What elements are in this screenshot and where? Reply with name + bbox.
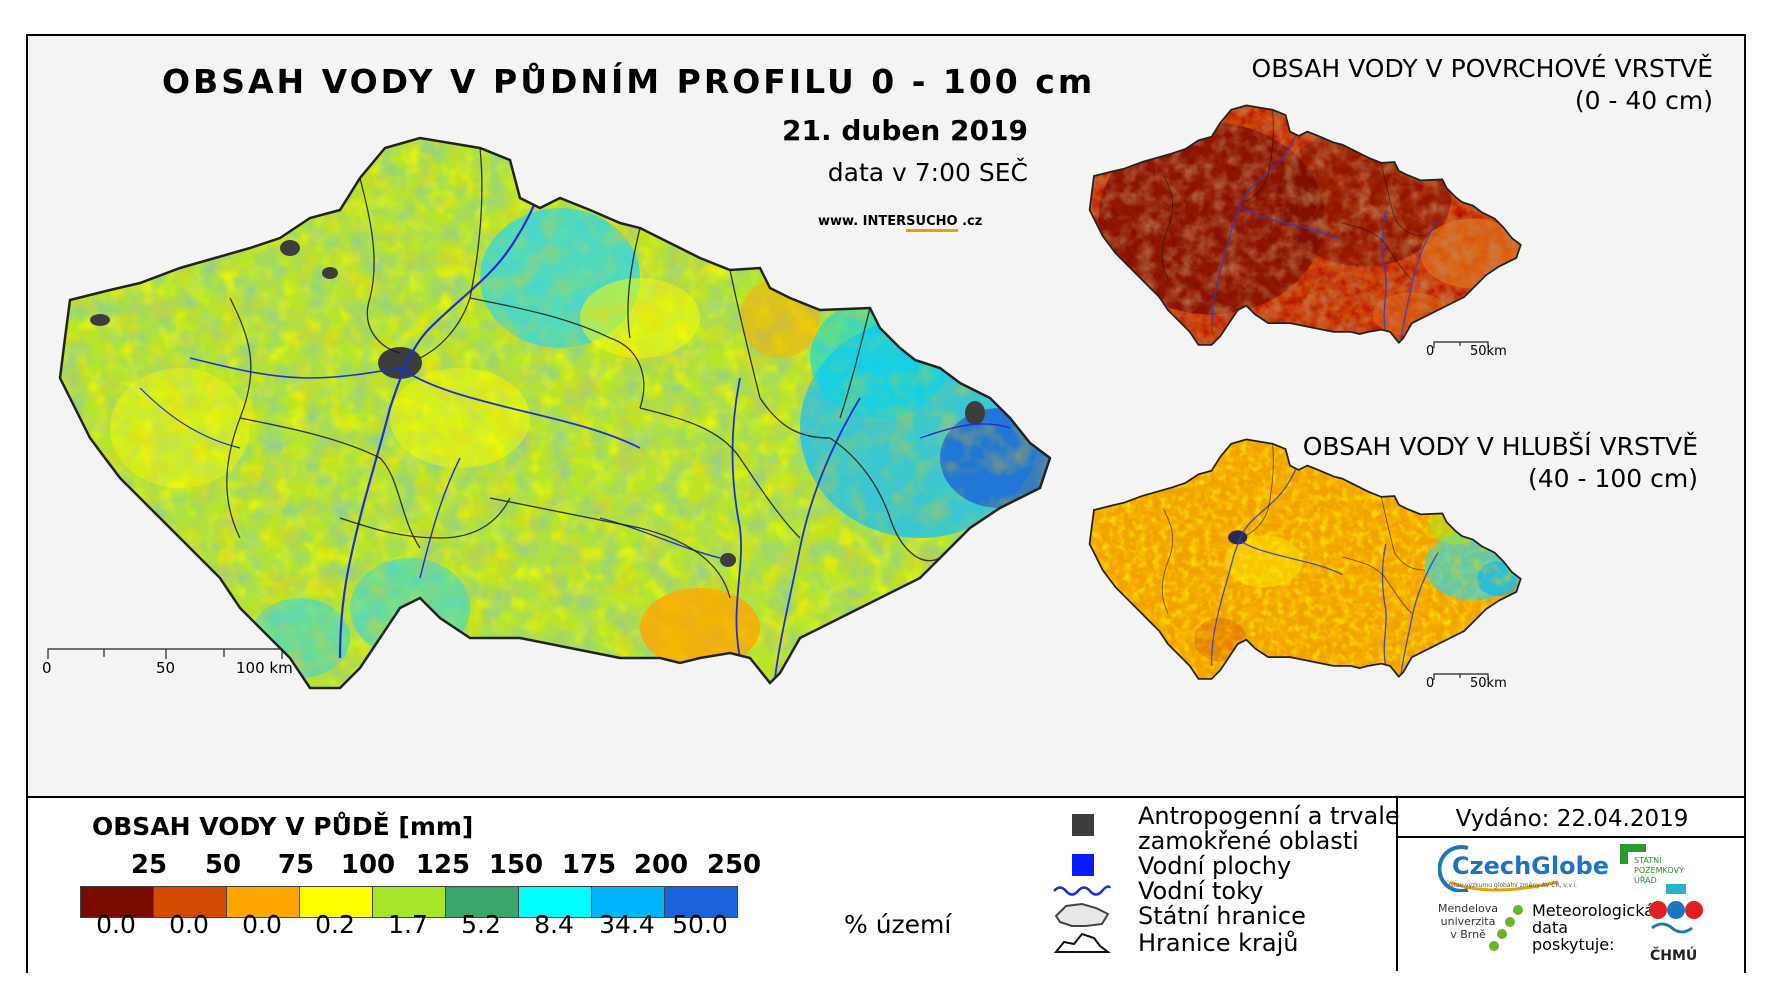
- surface-scale-bar: [1433, 341, 1489, 348]
- surface-scale-label-0: 0: [1426, 344, 1435, 359]
- surface-map-title: OBSAH VODY V POVRCHOVÉ VRSTVĚ: [1251, 54, 1713, 83]
- issuer-panel: Vydáno: 22.04.2019 CzechGlobe Ústav výzk…: [1396, 798, 1746, 971]
- legend-threshold-200: 200: [633, 850, 689, 880]
- issuer-divider: [1398, 836, 1746, 838]
- legend-threshold-100: 100: [340, 850, 396, 880]
- surface-map-range: (0 - 40 cm): [1574, 86, 1713, 115]
- key-rivers: Vodní toky: [1138, 877, 1264, 905]
- key-state-border: Státní hranice: [1138, 902, 1306, 930]
- main-soil-moisture-map: [58, 136, 1052, 690]
- legend-threshold-175: 175: [561, 850, 617, 880]
- legend-swatch-5: [372, 886, 446, 918]
- legend-threshold-75: 75: [277, 850, 315, 880]
- legend-swatch-9: [664, 886, 738, 918]
- chmu-logo-text: ČHMÚ: [1650, 948, 1698, 964]
- legend-threshold-25: 25: [130, 850, 168, 880]
- key-water-bodies: Vodní plochy: [1138, 852, 1292, 880]
- state-border-icon: [1054, 902, 1110, 927]
- legend-swatch-8: [591, 886, 665, 918]
- legend-percent-9: 50.0: [672, 910, 728, 939]
- legend-swatch-1: [80, 886, 154, 918]
- legend-threshold-50: 50: [204, 850, 242, 880]
- website-link[interactable]: www. INTERSUCHO .cz: [818, 214, 983, 232]
- website-brand-a: INTER: [862, 214, 907, 229]
- legend-swatch-3: [226, 886, 300, 918]
- legend-swatch-7: [518, 886, 592, 918]
- website-brand-b: SUCHO: [906, 214, 958, 232]
- spu-logo-text: STÁTNÍ POZEMKOVÝ ÚŘAD: [1634, 856, 1684, 885]
- legend-percent-6: 5.2: [461, 910, 501, 939]
- region-border-icon: [1053, 932, 1111, 953]
- legend-threshold-250: 250: [706, 850, 762, 880]
- anthropogenic-area-icon: [1072, 814, 1094, 836]
- legend-percent-4: 0.2: [315, 910, 355, 939]
- legend-panel: OBSAH VODY V PŮDĚ [mm] 25 50 75 100 125 …: [28, 796, 1746, 973]
- main-map-time: data v 7:00 SEČ: [827, 158, 1028, 187]
- key-region-border: Hranice krajů: [1138, 929, 1299, 957]
- legend-percent-5: 1.7: [388, 910, 428, 939]
- deep-scale-label-50: 50km: [1470, 676, 1507, 691]
- main-scale-label-100: 100 km: [236, 659, 293, 677]
- surface-layer-map: [1088, 104, 1522, 346]
- legend-percent-unit: % území: [844, 910, 952, 939]
- key-anthropogenic-line2: zamokřené oblasti: [1138, 827, 1359, 855]
- main-scale-label-0: 0: [42, 659, 52, 677]
- deep-map-title: OBSAH VODY V HLUBŠÍ VRSTVĚ: [1302, 432, 1698, 461]
- issued-date: Vydáno: 22.04.2019: [1455, 806, 1689, 832]
- deep-scale-bar: [1433, 673, 1489, 680]
- legend-percent-3: 0.0: [242, 910, 282, 939]
- legend-swatch-2: [153, 886, 227, 918]
- deep-layer-map: [1088, 438, 1522, 680]
- czechglobe-logo-text: CzechGlobe: [1452, 852, 1610, 880]
- chmu-logo-icon: [1649, 884, 1703, 934]
- legend-percent-8: 34.4: [599, 910, 655, 939]
- legend-title: OBSAH VODY V PŮDĚ [mm]: [92, 812, 474, 841]
- deep-map-range: (40 - 100 cm): [1528, 464, 1698, 493]
- main-scale-bar: [47, 648, 283, 659]
- legend-percent-7: 8.4: [534, 910, 574, 939]
- water-body-icon: [1072, 854, 1094, 876]
- mendel-logo-icon: [1489, 905, 1523, 951]
- legend-percent-1: 0.0: [96, 910, 136, 939]
- legend-swatch-6: [445, 886, 519, 918]
- website-prefix: www.: [818, 214, 859, 229]
- surface-scale-label-50: 50km: [1470, 344, 1507, 359]
- main-map-title: OBSAH VODY V PŮDNÍM PROFILU 0 - 100 cm: [162, 62, 1096, 101]
- deep-scale-label-0: 0: [1426, 676, 1435, 691]
- main-map-date: 21. duben 2019: [782, 114, 1028, 147]
- spu-logo-icon: [1620, 844, 1646, 864]
- legend-percent-2: 0.0: [169, 910, 209, 939]
- map-sheet: 0 50 100 km OBSAH VODY V PŮDNÍM PROFILU …: [26, 34, 1746, 973]
- czechglobe-logo-subtitle: Ústav výzkumu globální změny AV ČR, v.v.…: [1446, 882, 1577, 889]
- mendel-logo-text: Mendelova univerzita v Brně: [1438, 902, 1499, 941]
- map-area: 0 50 100 km OBSAH VODY V PŮDNÍM PROFILU …: [28, 36, 1744, 796]
- website-suffix: .cz: [962, 214, 983, 229]
- legend-swatch-4: [299, 886, 373, 918]
- czechglobe-logo-icon: [1438, 845, 1559, 892]
- key-anthropogenic-line1: Antropogenní a trvale: [1138, 802, 1400, 830]
- river-line-icon: [1053, 885, 1112, 896]
- legend-threshold-150: 150: [488, 850, 544, 880]
- meteo-data-provider-text: Meteorologická data poskytuje:: [1532, 901, 1654, 954]
- legend-threshold-125: 125: [415, 850, 471, 880]
- main-scale-label-50: 50: [156, 659, 176, 677]
